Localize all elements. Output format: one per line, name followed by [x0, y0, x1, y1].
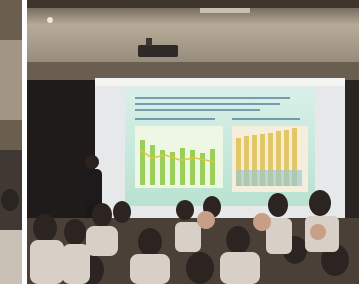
photo: [0, 0, 359, 284]
left-photo-strip: [0, 0, 22, 284]
main-photo: [27, 0, 359, 284]
projector: [138, 45, 178, 57]
slide-chart-right: [232, 126, 308, 192]
slide-chart-left: [135, 126, 223, 188]
